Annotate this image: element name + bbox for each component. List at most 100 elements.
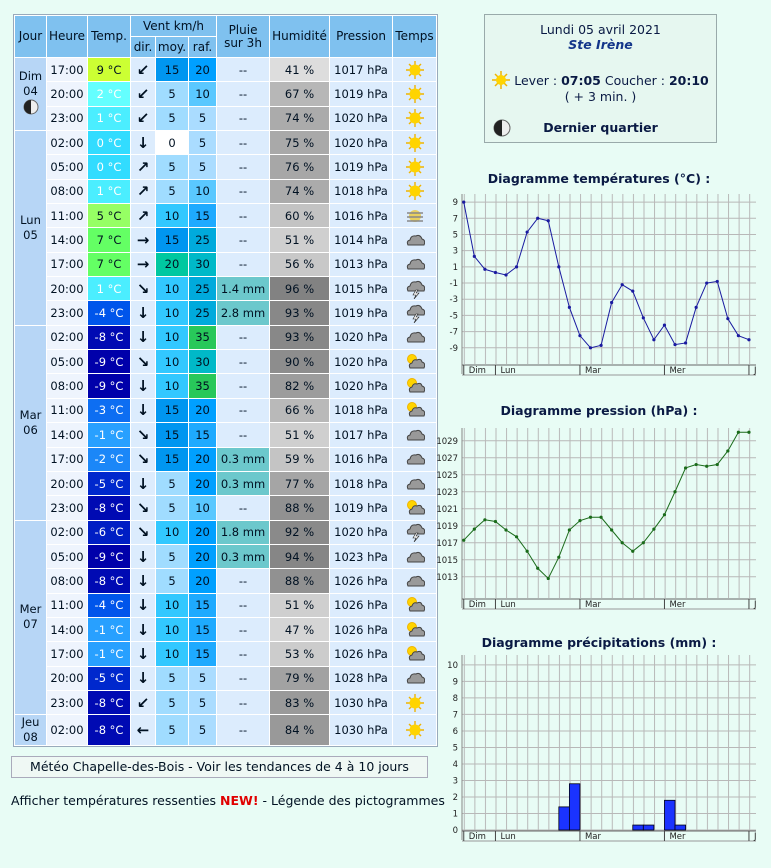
temperature: -4 °C	[88, 593, 130, 617]
forecast-table: Jour Heure Temp. Vent km/h Pluie sur 3h Humid…	[13, 14, 439, 748]
value: 1013	[334, 257, 364, 272]
link[interactable]: Afficher températures ressenties	[11, 793, 217, 808]
unit: °C	[109, 500, 124, 515]
point	[599, 343, 603, 347]
value: 1015	[334, 281, 364, 296]
wind-direction: ↓	[131, 569, 155, 593]
humidity: 56 %	[270, 252, 330, 277]
humidity: 96 %	[270, 277, 330, 301]
value: -8	[94, 723, 107, 738]
point	[673, 342, 677, 347]
value: 0.3	[220, 549, 240, 564]
value: -8	[94, 330, 107, 345]
y-tick-label: 9	[453, 198, 458, 208]
unit: hPa	[367, 646, 388, 661]
unit: °C	[109, 476, 124, 491]
date: Lundi 05 avril 2021	[540, 22, 661, 37]
value: 74	[284, 111, 300, 126]
row: 14:00 7 °C → 15 25 -- 51 % 1014 hPa	[15, 228, 437, 252]
weather-icon	[393, 617, 437, 642]
humidity: 74 %	[270, 106, 330, 131]
value: 92	[284, 525, 300, 540]
unit: °C	[107, 208, 122, 223]
forecast-link[interactable]: Météo Chapelle-des-Bois - Voir les tenda…	[11, 756, 428, 778]
time: 23:00	[47, 496, 87, 520]
header: Pluie sur 3h	[217, 16, 270, 57]
rain: --	[217, 131, 270, 155]
unit: %	[303, 160, 315, 175]
weather-icon	[393, 155, 437, 179]
no-rain: --	[238, 184, 248, 199]
no-rain: --	[238, 379, 248, 394]
row: 08:00 1 °C ↗ 5 10 -- 74 % 1018 hPa	[15, 179, 437, 204]
no-rain: --	[238, 573, 248, 588]
humidity: 79 %	[270, 666, 330, 690]
temperature: -3 °C	[88, 398, 130, 423]
unit: °C	[109, 306, 124, 321]
value: 93	[284, 330, 300, 345]
unit: hPa	[367, 330, 388, 345]
wind-mean: 10	[156, 374, 188, 398]
unit: mm	[242, 452, 266, 467]
chart-title: Diagramme précipitations (mm) :	[482, 635, 717, 650]
sun-times: Lever : 07:05 Coucher : 20:10	[485, 71, 716, 89]
wind-direction: ↙	[131, 106, 155, 131]
point	[694, 305, 698, 309]
row: 23:00 -8 °C ↘ 5 10 -- 88 % 1019 hPa	[15, 496, 437, 520]
y-tick-label: 0	[453, 826, 458, 836]
row: Mer 07 02:00 -6 °C ↘ 10 20 1.8 mm 92 % 1020 hPa	[15, 520, 437, 715]
day-number: 06	[23, 422, 38, 437]
chart-title: Diagramme pression (hPa) :	[500, 403, 697, 418]
point	[493, 519, 498, 524]
day-name: Lun	[20, 212, 41, 227]
humidity: 75 %	[270, 131, 330, 155]
weather-icon	[393, 666, 437, 690]
wind-gust: 15	[189, 423, 217, 447]
label: Coucher :	[604, 73, 665, 88]
temperature: -8 °C	[88, 690, 130, 715]
wind-gust: 20	[189, 447, 217, 471]
value: 1026	[334, 598, 364, 613]
day-cell: Lun 05	[15, 131, 46, 325]
weather-icon	[393, 471, 437, 496]
link[interactable]: Légende des pictogrammes	[271, 793, 445, 808]
wind-direction: ↗	[131, 179, 155, 204]
value: 1020	[334, 379, 364, 394]
no-rain: --	[238, 354, 248, 369]
value: 1018	[334, 184, 364, 199]
weather-icon	[393, 179, 437, 204]
value: 1.8	[220, 525, 240, 540]
unit: %	[303, 306, 315, 321]
value: 7	[96, 257, 104, 272]
value: 1	[96, 281, 104, 296]
row: Dim 04 17:00 9 °C ↙ 15 20 -- 41 % 1017 hPa	[15, 58, 437, 131]
day-number: 08	[23, 730, 38, 745]
temperature: -1 °C	[88, 617, 130, 642]
ephemeris-box: Lundi 05 avril 2021 Ste Irène Lever : 07…	[484, 14, 717, 143]
value: 1020	[334, 354, 364, 369]
unit: °C	[109, 573, 124, 588]
x-tick-label: J	[753, 366, 757, 376]
wind-direction: ↓	[131, 617, 155, 642]
value: -9	[94, 549, 107, 564]
wind-direction: ↗	[131, 204, 155, 228]
rain: --	[217, 715, 270, 746]
row: 23:00 -8 °C ↙ 5 5 -- 83 % 1030 hPa	[15, 690, 437, 715]
value: 1017	[334, 62, 364, 77]
unit: hPa	[367, 379, 388, 394]
time: 02:00	[47, 325, 87, 350]
unit: %	[303, 723, 315, 738]
weather-icon	[393, 715, 437, 746]
unit: hPa	[367, 427, 388, 442]
point	[662, 513, 667, 517]
row: 05:00 -9 °C ↓ 5 20 0.3 mm 94 % 1023 hPa	[15, 544, 437, 569]
humidity: 83 %	[270, 690, 330, 715]
point	[620, 541, 624, 545]
value: -5	[94, 476, 107, 491]
pressure: 1019 hPa	[330, 496, 393, 520]
pressure: 1019 hPa	[330, 82, 393, 106]
unit: °C	[109, 549, 124, 564]
point	[683, 466, 688, 470]
no-rain: --	[238, 135, 248, 150]
value: 0.3	[220, 452, 240, 467]
